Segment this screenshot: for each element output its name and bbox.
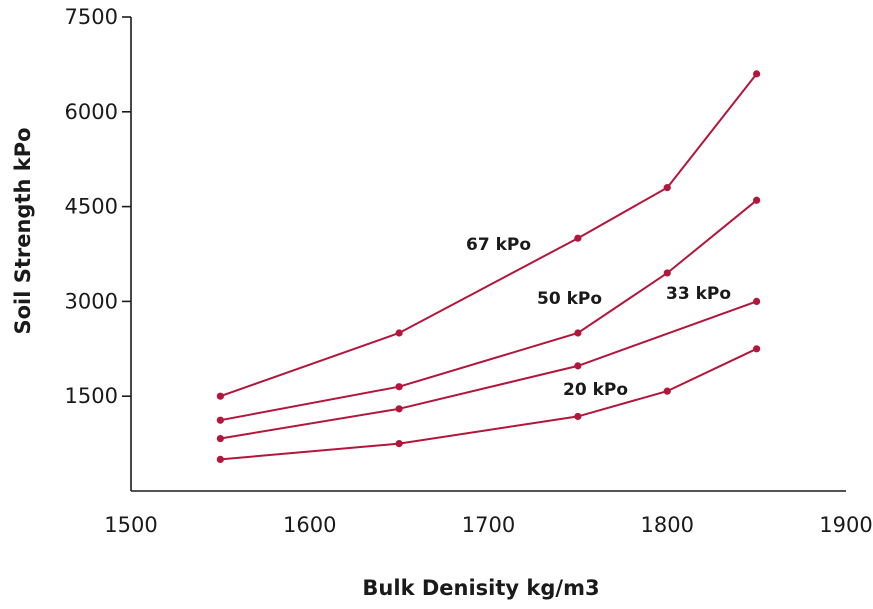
series-20-kpo [216, 345, 761, 463]
data-point [663, 387, 671, 395]
data-point [574, 412, 582, 421]
series-67-kpo [216, 70, 761, 400]
data-point [216, 434, 224, 443]
x-tick-label: 1700 [462, 513, 515, 537]
data-point [753, 70, 761, 78]
data-point [395, 329, 403, 337]
data-point [395, 440, 403, 448]
series-label: 67 kPo [466, 235, 531, 255]
data-point [753, 297, 761, 305]
data-point [663, 269, 671, 277]
x-tick-label: 1900 [819, 513, 872, 537]
y-tick-label: 1500 [65, 384, 118, 408]
x-axis-ticks: 1500 1600 1700 1800 1900 [104, 513, 872, 537]
x-tick-label: 1800 [641, 513, 694, 537]
series-label: 33 kPo [666, 284, 731, 304]
y-tick-label: 6000 [65, 100, 118, 124]
data-point [753, 196, 761, 204]
series-layer [216, 70, 761, 463]
data-point [216, 392, 224, 400]
y-axis-title: Soil Strength kPo [11, 127, 35, 334]
series-50-kpo [216, 196, 761, 424]
y-tick-label: 4500 [65, 195, 118, 219]
series-label: 20 kPo [563, 380, 628, 400]
y-tick-label: 3000 [65, 289, 118, 313]
data-point [216, 416, 224, 424]
data-point [753, 345, 761, 353]
data-point [574, 234, 582, 242]
series-label: 50 kPo [537, 289, 602, 309]
x-tick-label: 1600 [283, 513, 336, 537]
data-point [216, 455, 224, 463]
data-point [663, 184, 671, 192]
series-line [220, 347, 758, 461]
series-line [220, 300, 757, 440]
data-point [395, 383, 403, 391]
x-tick-label: 1500 [104, 513, 157, 537]
data-point [574, 329, 582, 337]
data-point [395, 405, 403, 413]
y-axis-ticks: 1500 3000 4500 6000 7500 [65, 5, 131, 408]
y-tick-label: 7500 [65, 5, 118, 29]
series-labels: 67 kPo 50 kPo 33 kPo 20 kPo [466, 235, 731, 400]
x-axis-title: Bulk Denisity kg/m3 [362, 576, 599, 600]
data-point [574, 362, 582, 370]
series-33-kpo [216, 297, 761, 443]
